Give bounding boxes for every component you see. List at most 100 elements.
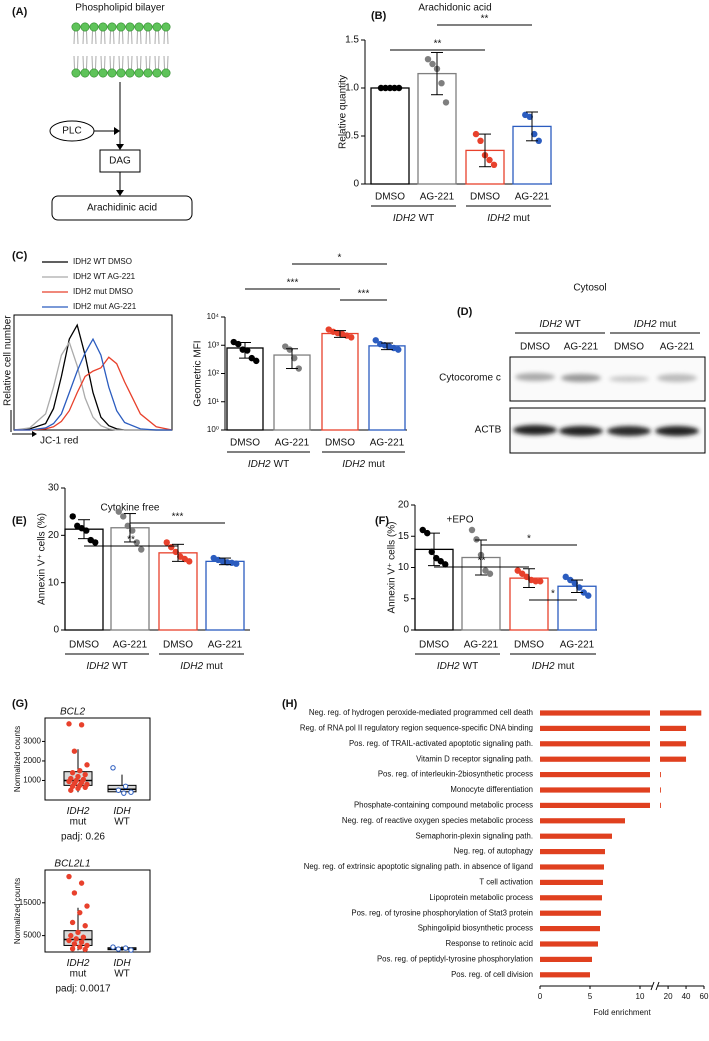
tail: [95, 30, 97, 45]
lane-label: AG-221: [660, 342, 695, 353]
group-label: IDH2 WT: [86, 661, 127, 672]
category-label: Pos. reg. of tyrosine phosphorylation of…: [351, 908, 533, 917]
panel-label: (D): [457, 306, 473, 318]
y-axis-label: Relative quantity: [338, 75, 349, 149]
bilayer: [71, 22, 171, 78]
blot-title: Cytosol: [573, 283, 606, 294]
head: [116, 22, 126, 32]
data-point: [395, 84, 403, 92]
x-tick-label: AG-221: [275, 438, 310, 449]
data-point: [537, 578, 544, 585]
data-point: [77, 768, 83, 774]
x-tick-label: 0: [538, 992, 543, 1001]
data-point: [567, 576, 574, 584]
x-tick-label: IDH: [113, 958, 131, 969]
data-point: [424, 529, 431, 537]
significance-label: **: [127, 535, 135, 546]
lane-label: DMSO: [520, 342, 550, 353]
category-label: Monocyte differentiation: [450, 785, 533, 794]
tail: [82, 55, 84, 70]
data-point: [121, 790, 127, 796]
y-tick-label: 10⁴: [207, 312, 220, 321]
data-point: [580, 589, 587, 596]
category-label: T cell activation: [479, 877, 533, 886]
panel-label: (B): [371, 10, 387, 22]
histogram-line: [14, 356, 173, 431]
data-point: [66, 778, 72, 785]
panel-label: (A): [12, 6, 28, 18]
gene: IDH2: [532, 661, 555, 672]
arrow-head: [32, 431, 37, 437]
bar: [540, 741, 650, 747]
data-point: [377, 84, 385, 92]
bar: [540, 833, 612, 839]
tail: [104, 30, 106, 45]
plot-frame: [13, 314, 173, 431]
diagram-title: Phospholipid bilayer: [75, 3, 165, 14]
data-point: [66, 873, 72, 880]
data-point: [71, 890, 78, 896]
data-point: [438, 80, 445, 87]
data-point: [68, 932, 74, 939]
y-tick-label: 15: [398, 531, 410, 542]
x-axis-label: Fold enrichment: [593, 1008, 651, 1017]
arrow-head: [116, 190, 124, 196]
chart-title: BCL2L1: [54, 859, 90, 870]
bar: [660, 710, 702, 716]
y-axis-label: Geometric MFI: [193, 340, 204, 406]
y-tick-label: 10: [48, 577, 60, 588]
gene: IDH2: [67, 806, 90, 817]
tail: [95, 55, 97, 70]
node-label: Arachidinic acid: [87, 203, 157, 214]
data-point: [75, 785, 81, 791]
status: mut: [206, 661, 223, 672]
y-tick-label: 10⁰: [207, 425, 219, 434]
tail: [122, 30, 124, 45]
legend-label: IDH2 mut DMSO: [73, 287, 133, 296]
tail: [140, 55, 142, 70]
group-label: IDH2 mut: [487, 213, 530, 224]
gene: IDH2: [180, 661, 203, 672]
category-label: Lipoprotein metabolic process: [429, 893, 533, 902]
bands: [513, 373, 699, 436]
bar: [540, 910, 601, 916]
annotation: padj: 0.0017: [55, 984, 110, 995]
data-point: [110, 944, 116, 950]
plot-frame: [44, 869, 151, 953]
data-point: [526, 113, 533, 121]
data-point: [519, 570, 526, 577]
significance-label: *: [338, 253, 342, 264]
group-label: IDH2 WT: [437, 661, 478, 672]
tail: [167, 30, 169, 45]
tail: [100, 30, 102, 45]
node-shape: [51, 195, 193, 221]
data-point: [482, 567, 489, 574]
tail: [109, 30, 111, 45]
y-tick-label: 0: [403, 625, 409, 636]
x-tick-label: IDH2: [67, 806, 90, 817]
data-point: [419, 526, 426, 534]
group-label: IDH2 WT: [393, 213, 434, 224]
tail: [149, 55, 151, 70]
y-tick-label: 10¹: [207, 397, 219, 406]
tail: [113, 30, 115, 45]
data-point: [82, 784, 88, 791]
bar: [540, 787, 650, 793]
tail: [77, 30, 79, 45]
data-point: [531, 130, 538, 138]
category-label: Neg. reg. of reactive oxygen species met…: [342, 816, 533, 825]
data-point: [437, 558, 444, 565]
bar: [540, 956, 592, 962]
y-tick-label: 0.5: [345, 131, 359, 142]
tail: [122, 55, 124, 70]
data-point: [77, 909, 83, 916]
data-point: [244, 347, 251, 354]
data-point: [78, 722, 85, 728]
bar: [540, 849, 605, 855]
gene: IDH2: [248, 459, 271, 470]
histogram-line: [13, 340, 172, 431]
group-label: IDH2 mut: [180, 661, 223, 672]
chart-title: Cytokine free: [101, 503, 160, 514]
status: WT: [565, 319, 581, 330]
